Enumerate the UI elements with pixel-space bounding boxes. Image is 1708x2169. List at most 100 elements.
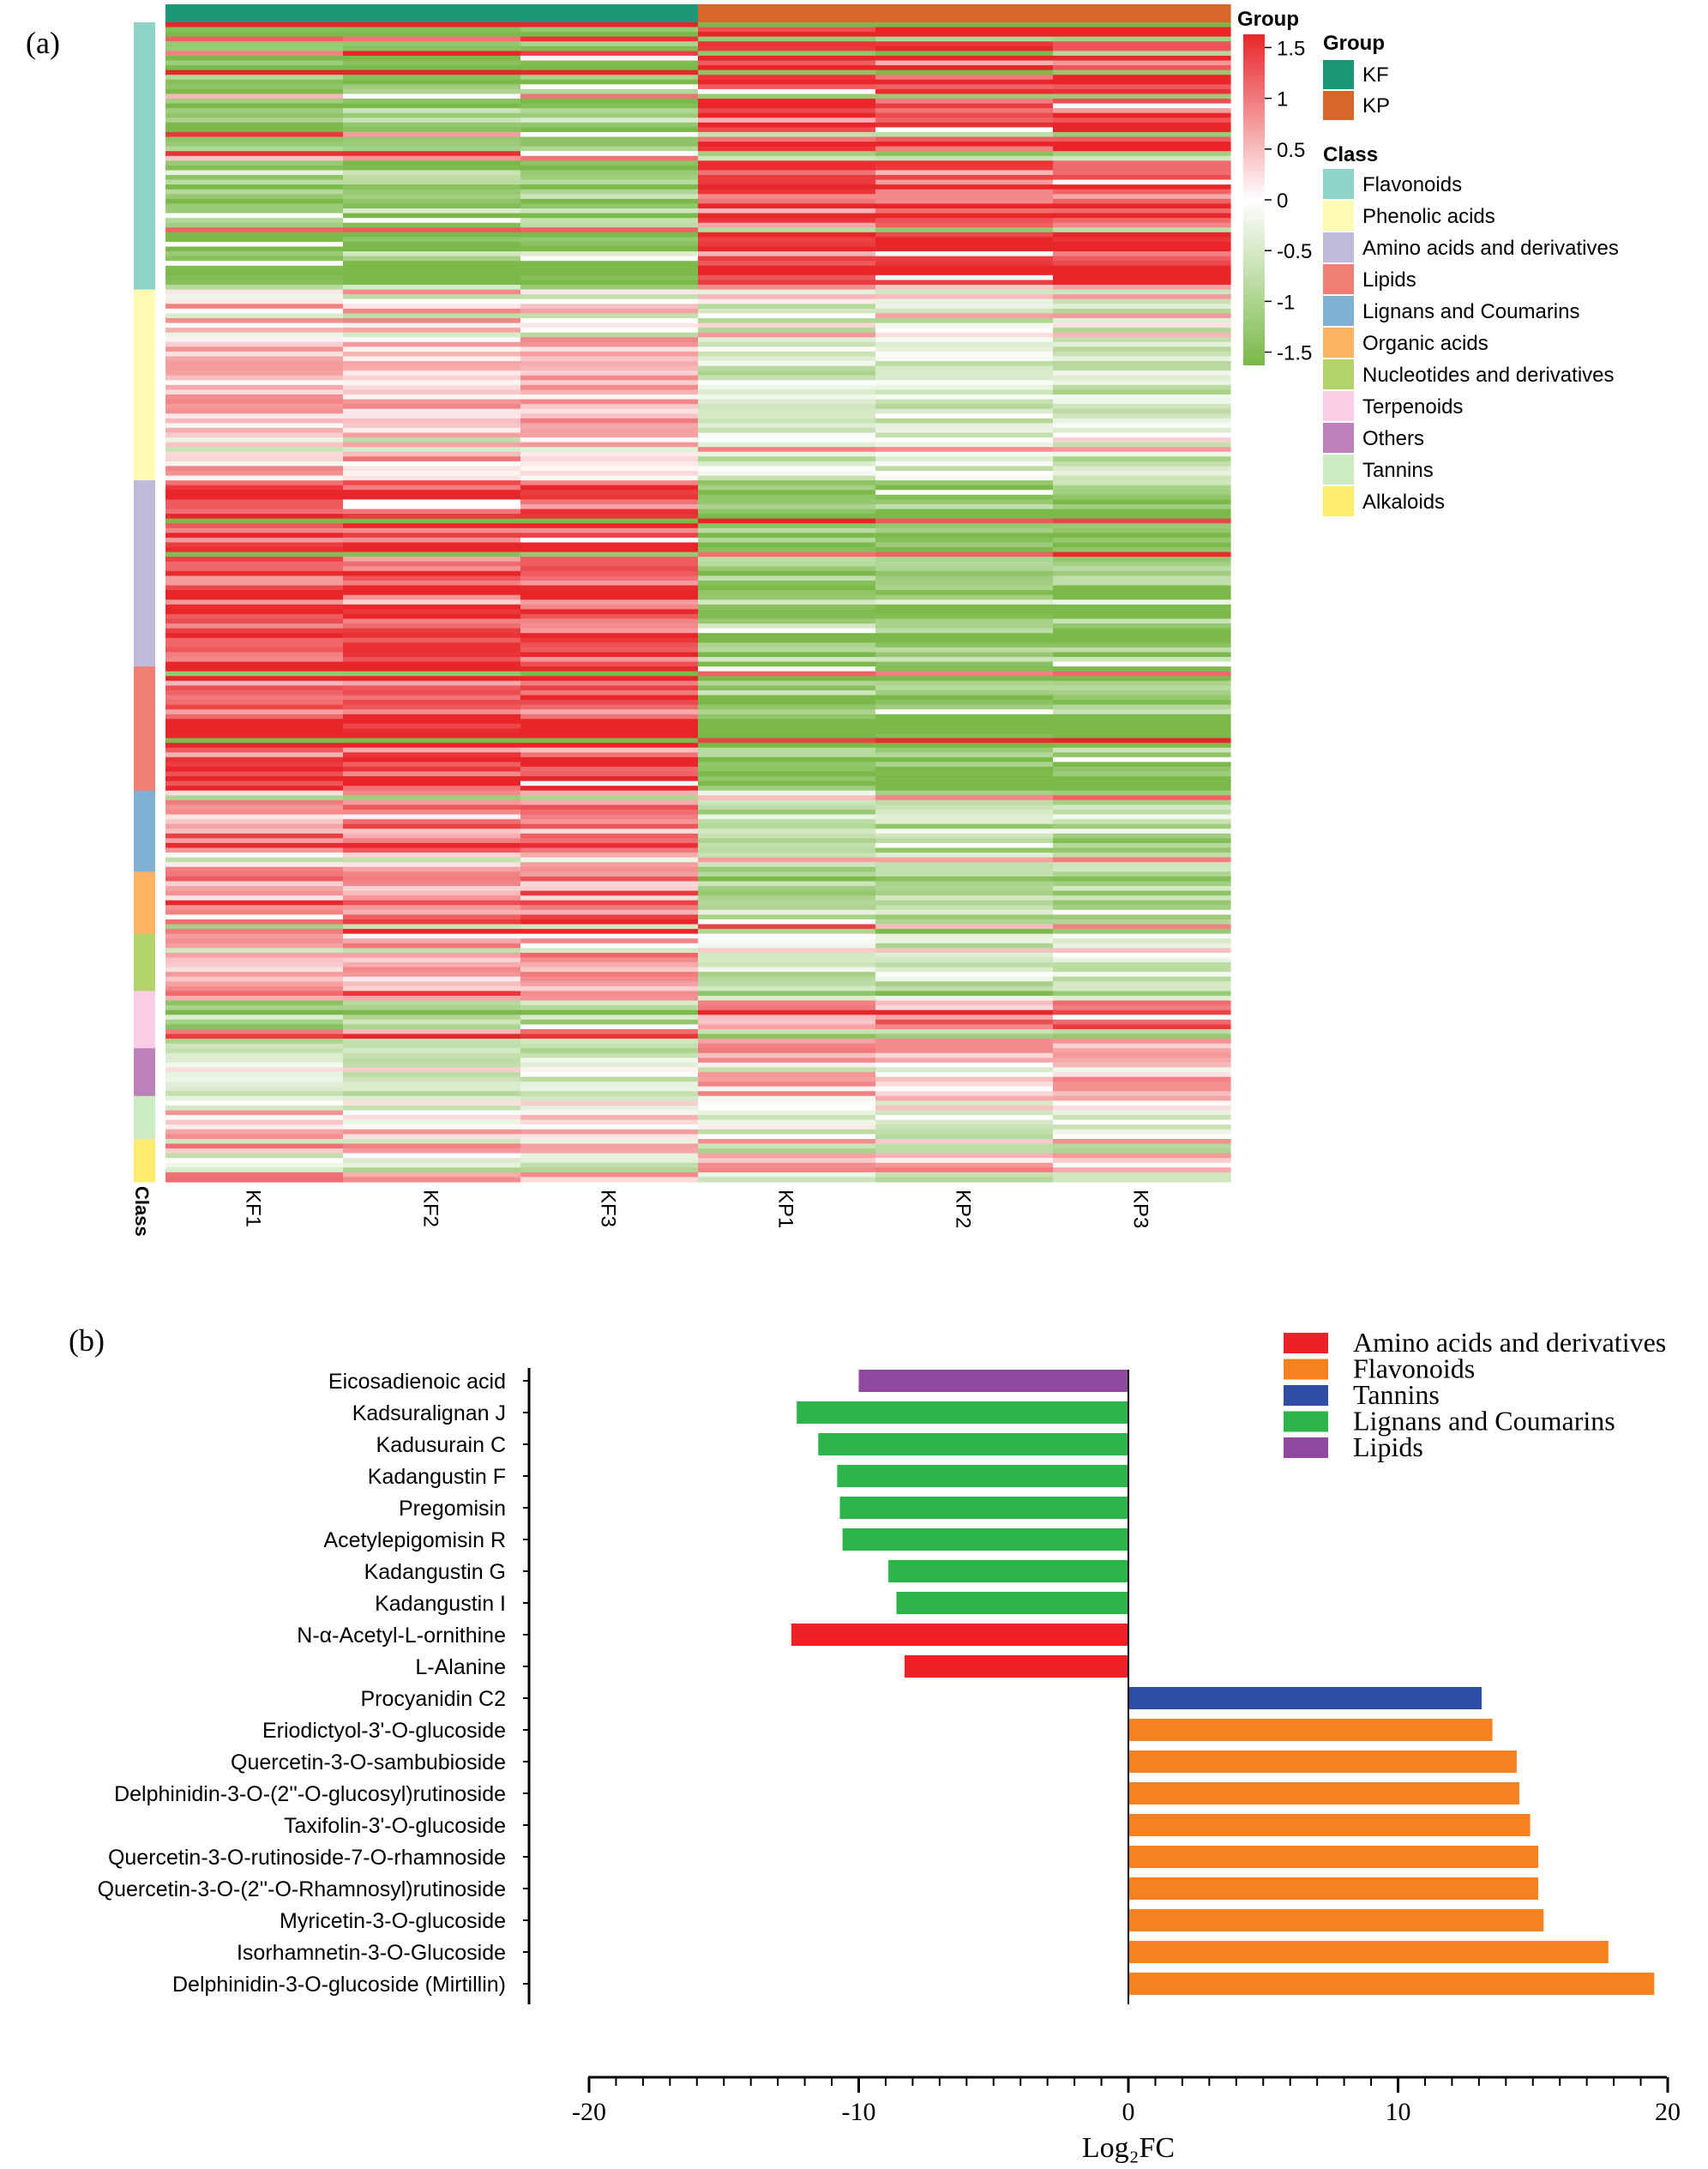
heatmap-cell: [1053, 652, 1231, 658]
heatmap-cell: [875, 723, 1054, 730]
bar-legend-swatch: [1284, 1411, 1328, 1432]
heatmap-cell: [875, 685, 1054, 691]
heatmap-cell: [1053, 41, 1231, 47]
heatmap-cell: [1053, 790, 1231, 796]
heatmap-cell: [698, 613, 876, 620]
heatmap-cell: [1053, 976, 1231, 982]
heatmap-cell: [520, 1052, 699, 1058]
heatmap-cell: [343, 470, 521, 477]
heatmap-cell: [698, 189, 876, 195]
heatmap-cell: [520, 766, 699, 773]
heatmap-cell: [520, 952, 699, 959]
heatmap-cell: [1053, 1048, 1231, 1054]
heatmap-cell: [875, 514, 1054, 520]
heatmap-cell: [1053, 786, 1231, 792]
heatmap-cell: [343, 714, 521, 720]
heatmap-cell: [520, 371, 699, 377]
heatmap-cell: [520, 929, 699, 935]
heatmap-cell: [698, 1039, 876, 1045]
heatmap-cell: [698, 537, 876, 544]
heatmap-cell: [1053, 881, 1231, 887]
heatmap-cell: [165, 1067, 344, 1073]
heatmap-cell: [343, 590, 521, 596]
legend-swatch-kp: [1323, 91, 1354, 120]
heatmap-cell: [520, 218, 699, 224]
heatmap-cell: [1053, 695, 1231, 701]
heatmap-cell: [1053, 642, 1231, 648]
legend-label-kp: KP: [1362, 94, 1390, 117]
legend-swatch-class: [1323, 359, 1354, 389]
heatmap-cell: [165, 905, 344, 911]
heatmap-cell: [520, 890, 699, 896]
heatmap-cell: [698, 1081, 876, 1088]
heatmap-cell: [520, 514, 699, 520]
heatmap-cell: [520, 432, 699, 438]
heatmap-cell: [875, 179, 1054, 185]
heatmap-cell: [343, 799, 521, 806]
heatmap-cell: [343, 976, 521, 982]
heatmap-cell: [875, 804, 1054, 810]
heatmap-cell: [698, 575, 876, 581]
heatmap-cell: [875, 771, 1054, 777]
heatmap-cell: [698, 304, 876, 310]
heatmap-cell: [875, 766, 1054, 773]
heatmap-cell: [875, 1105, 1054, 1112]
heatmap-cell: [343, 60, 521, 66]
heatmap-cell: [698, 642, 876, 648]
heatmap-cell: [875, 365, 1054, 371]
heatmap-cell: [343, 666, 521, 672]
heatmap-cell: [1053, 1033, 1231, 1039]
heatmap-cell: [698, 232, 876, 238]
heatmap-cell: [165, 866, 344, 872]
heatmap-cell: [520, 1115, 699, 1121]
heatmap-cell: [520, 566, 699, 572]
heatmap-cell: [343, 399, 521, 405]
heatmap-cell: [343, 227, 521, 233]
heatmap-cell: [520, 647, 699, 654]
heatmap-cell: [165, 685, 344, 691]
heatmap-cell: [520, 833, 699, 840]
heatmap-cell: [520, 389, 699, 395]
heatmap-cell: [1053, 833, 1231, 840]
heatmap-cell: [165, 624, 344, 630]
heatmap-cell: [343, 938, 521, 944]
heatmap-cell: [698, 604, 876, 610]
heatmap-cell: [875, 413, 1054, 419]
heatmap-cell: [698, 786, 876, 792]
heatmap-cell: [343, 165, 521, 172]
class-axis-label: Class: [131, 1186, 153, 1237]
heatmap-cell: [698, 523, 876, 529]
heatmap-cell: [698, 1177, 876, 1183]
heatmap-cell: [343, 804, 521, 810]
heatmap-cell: [520, 972, 699, 978]
heatmap-cell: [165, 341, 344, 347]
heatmap-cell: [520, 41, 699, 47]
heatmap-cell: [520, 437, 699, 443]
heatmap-cell: [165, 570, 344, 576]
heatmap-cell: [1053, 112, 1231, 118]
heatmap-cell: [1053, 991, 1231, 997]
heatmap-cell: [520, 280, 699, 286]
heatmap-cell: [520, 131, 699, 138]
heatmap-cell: [520, 170, 699, 176]
heatmap-cell: [1053, 647, 1231, 654]
heatmap-cell: [698, 557, 876, 563]
heatmap-cell: [165, 1000, 344, 1006]
category-label: Eicosadienoic acid: [328, 1370, 506, 1394]
heatmap-cell: [343, 527, 521, 533]
heatmap-cell: [698, 533, 876, 539]
legend-swatch-class: [1323, 391, 1354, 421]
heatmap-cell: [875, 542, 1054, 548]
heatmap-cell: [875, 537, 1054, 544]
heatmap-cell: [343, 413, 521, 419]
heatmap-cell: [165, 523, 344, 529]
heatmap-cell: [1053, 1115, 1231, 1121]
heatmap-cell: [165, 833, 344, 840]
heatmap-cell: [1053, 575, 1231, 581]
column-label-kp3: KP3: [1129, 1190, 1152, 1228]
heatmap-cell: [1053, 1167, 1231, 1173]
heatmap-cell: [875, 1119, 1054, 1125]
heatmap-cell: [698, 337, 876, 343]
heatmap-cell: [875, 427, 1054, 434]
legend-label-class: Tannins: [1362, 459, 1434, 482]
